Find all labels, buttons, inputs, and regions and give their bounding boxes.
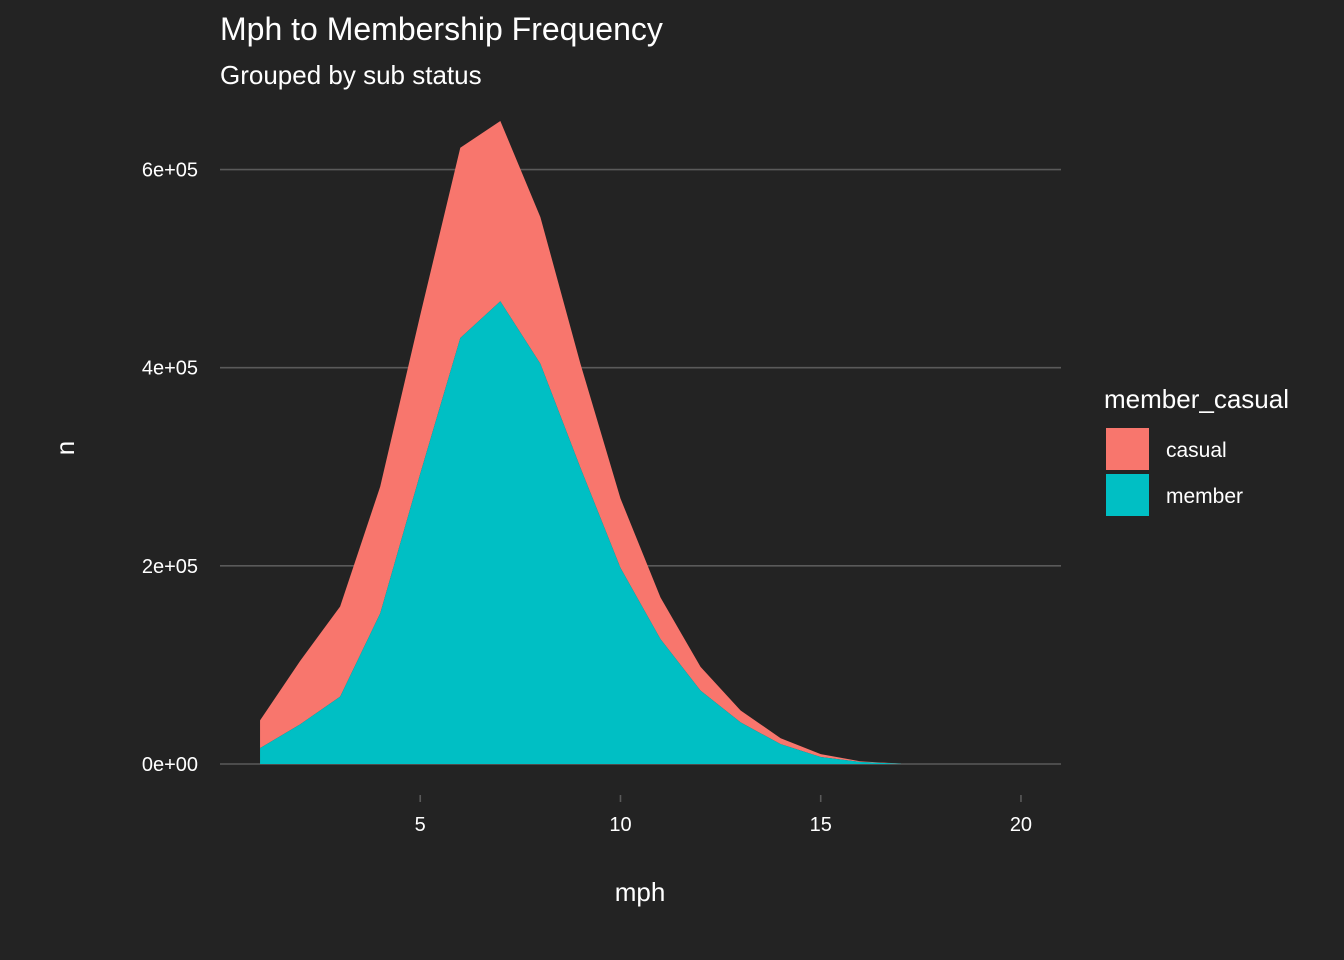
area-member [260,301,901,764]
legend-swatch-casual [1106,428,1149,470]
x-tick-label: 15 [810,814,832,836]
x-axis-title: mph [615,877,666,907]
y-tick-label: 2e+05 [142,556,198,578]
x-tick-label: 5 [415,814,426,836]
legend-swatch-member [1106,474,1149,516]
legend-items: casual member [1106,428,1243,516]
legend-label-casual: casual [1166,439,1227,462]
legend-label-member: member [1166,485,1243,508]
x-tick-label: 20 [1010,814,1032,836]
y-tick-label: 6e+05 [142,160,198,182]
area-casual [260,120,901,764]
y-axis-title: n [50,441,80,455]
x-axis-ticks: 5 10 15 20 [415,795,1032,836]
y-tick-label: 0e+00 [142,754,198,776]
y-tick-label: 4e+05 [142,358,198,380]
chart-title: Mph to Membership Frequency [220,11,663,47]
chart-subtitle: Grouped by sub status [220,60,482,90]
legend: member_casual casual member [1104,384,1289,516]
area-series [260,120,901,764]
legend-title: member_casual [1104,384,1289,414]
x-tick-label: 10 [609,814,631,836]
y-axis-ticks: 0e+00 2e+05 4e+05 6e+05 [142,160,198,776]
